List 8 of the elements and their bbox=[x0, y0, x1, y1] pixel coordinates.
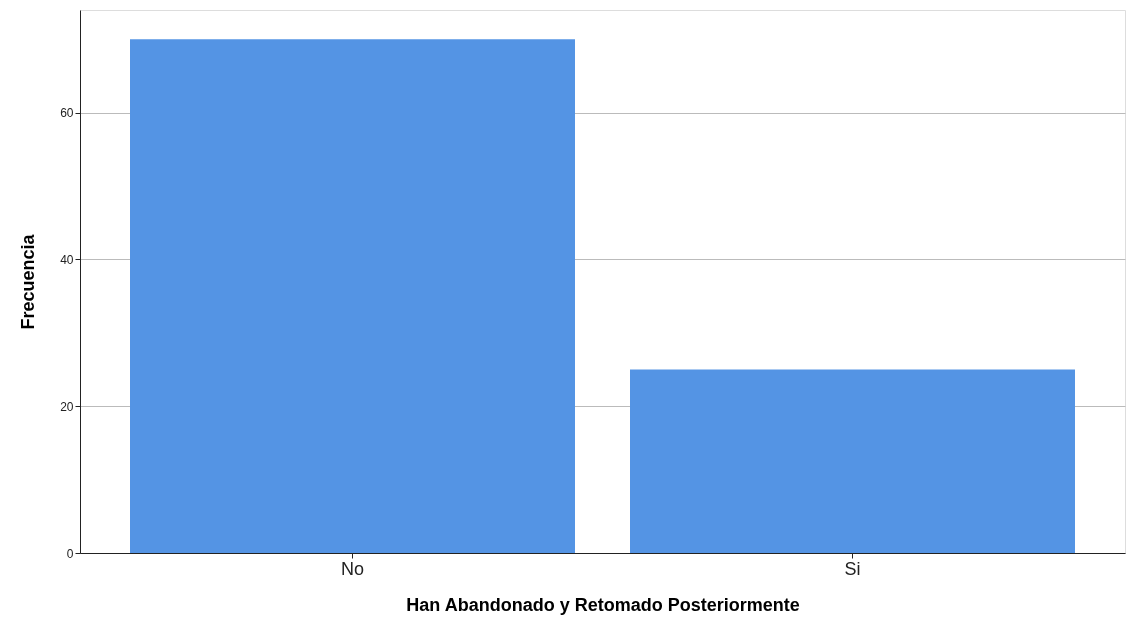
y-tick-label: 0 bbox=[66, 546, 74, 561]
x-tick-label: No bbox=[340, 558, 365, 579]
x-tick-label: Si bbox=[844, 558, 861, 579]
y-tick-label: 60 bbox=[60, 106, 74, 121]
y-tick-label: 40 bbox=[60, 252, 74, 267]
y-axis-title: Frecuencia bbox=[18, 233, 39, 330]
x-axis-title: Han Abandonado y Retomado Posteriormente bbox=[406, 594, 800, 615]
y-tick-label: 20 bbox=[60, 399, 74, 414]
